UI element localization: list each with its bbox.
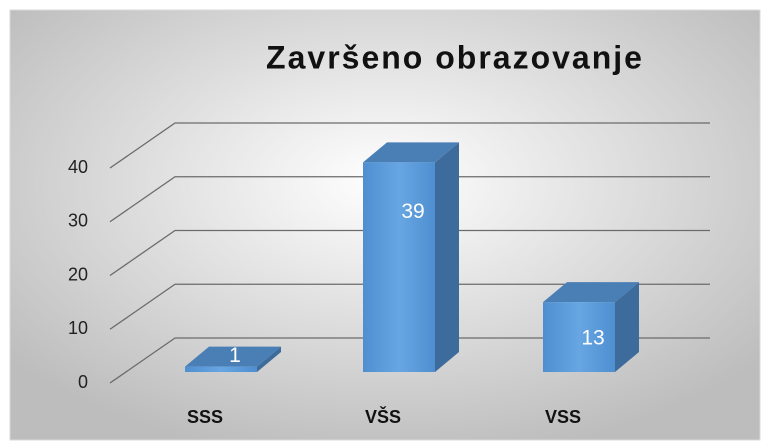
bar-top — [363, 142, 459, 163]
data-label: 39 — [401, 200, 424, 223]
bar — [185, 366, 257, 372]
bar-side — [435, 142, 459, 372]
y-tick-label: 20 — [68, 264, 88, 284]
y-tick-label: 40 — [68, 157, 88, 177]
bar-top — [185, 346, 281, 367]
data-label: 1 — [229, 344, 241, 367]
data-label: 13 — [581, 327, 604, 350]
y-tick-label: 10 — [68, 318, 88, 338]
y-tick-label: 30 — [68, 211, 88, 231]
bar-side — [615, 282, 639, 372]
chart-title: Završeno obrazovanje — [266, 39, 644, 75]
grid-line — [109, 283, 710, 330]
grid-line — [109, 176, 710, 223]
y-tick-label: 0 — [78, 372, 88, 392]
x-tick-label: VŠS — [365, 406, 401, 427]
x-tick-label: VSS — [545, 407, 581, 427]
grid-line — [109, 337, 710, 384]
x-tick-label: SSS — [187, 407, 223, 427]
bar — [543, 302, 615, 372]
grid-line — [109, 229, 710, 277]
bar-top — [543, 282, 639, 303]
grid-line — [109, 122, 710, 169]
bar-side — [257, 346, 281, 372]
bar — [363, 162, 435, 372]
